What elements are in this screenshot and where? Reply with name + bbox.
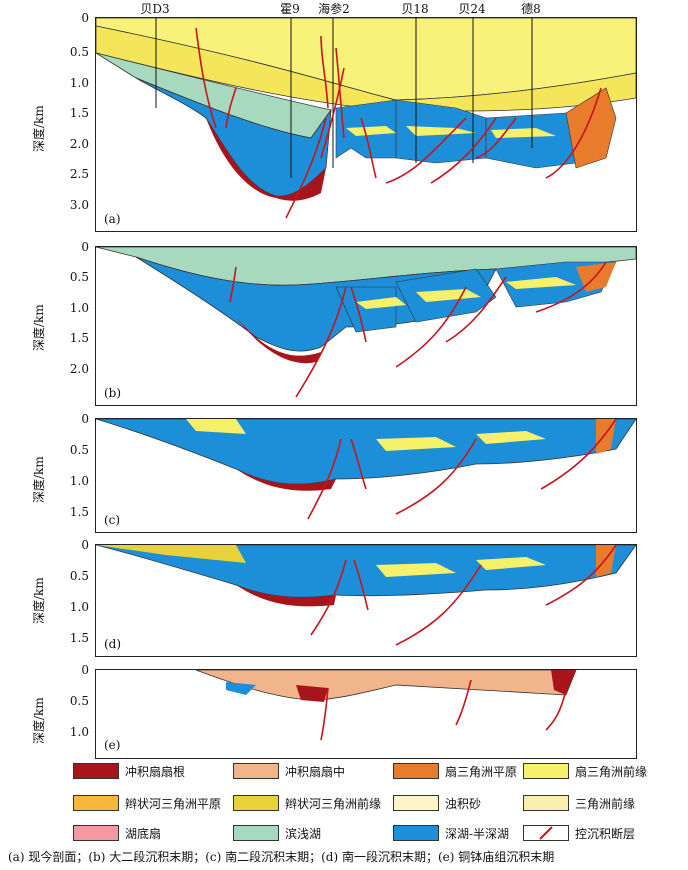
legend-label: 控沉积断层 <box>575 826 636 841</box>
well-label-de-8: 德8 <box>521 2 541 16</box>
legend-swatch <box>233 825 279 841</box>
panel-label-c: (c) <box>104 513 121 527</box>
tick: 0.5 <box>69 569 89 583</box>
tick: 0.5 <box>69 694 89 708</box>
y-axis-e: 0 0.5 1.0 深度/km <box>0 664 95 749</box>
tick: 0 <box>81 663 89 677</box>
legend-swatch <box>523 763 569 779</box>
legend-item: 辫状河三角洲前缘 <box>233 794 381 812</box>
y-axis-a: 0 0.5 1.0 1.5 2.0 2.5 3.0 深度/km <box>0 12 95 232</box>
tick: 1.0 <box>69 76 89 90</box>
legend-item: 滨浅湖 <box>233 824 321 842</box>
legend-item: 三角洲前缘 <box>523 794 635 812</box>
section-panel-c: (c) <box>95 418 637 533</box>
tick: 1.0 <box>69 600 89 614</box>
legend-item: 浊积砂 <box>393 794 481 812</box>
tick: 1.5 <box>69 331 89 345</box>
legend-item: 控沉积断层 <box>523 824 635 842</box>
tick: 0 <box>81 11 89 25</box>
legend-swatch <box>73 763 119 779</box>
tick: 1.0 <box>69 725 89 739</box>
tick: 0 <box>81 538 89 552</box>
y-axis-label: 深度/km <box>32 456 46 503</box>
legend-label: 辫状河三角洲前缘 <box>285 796 382 811</box>
tick: 2.5 <box>69 167 89 181</box>
legend-label: 浊积砂 <box>445 796 482 811</box>
legend-swatch <box>73 795 119 811</box>
y-axis-c: 0 0.5 1.0 1.5 深度/km <box>0 413 95 533</box>
tick: 2.0 <box>69 137 89 151</box>
legend-swatch <box>393 763 439 779</box>
tick: 1.5 <box>69 631 89 645</box>
tick: 1.0 <box>69 474 89 488</box>
legend-label: 三角洲前缘 <box>575 796 636 811</box>
legend-swatch <box>393 795 439 811</box>
tick: 0 <box>81 240 89 254</box>
legend-item: 深湖-半深湖 <box>393 824 509 842</box>
legend-item: 扇三角洲前缘 <box>523 762 647 780</box>
panel-label-e: (e) <box>104 738 121 752</box>
tick: 0.5 <box>69 45 89 59</box>
fault-line-icon <box>523 825 569 841</box>
tick: 3.0 <box>69 198 89 212</box>
section-panel-d: (d) <box>95 544 637 657</box>
legend-label: 滨浅湖 <box>285 826 322 841</box>
legend-item: 冲积扇扇中 <box>233 762 345 780</box>
tick: 0 <box>81 412 89 426</box>
well-label-haishen-2: 海参2 <box>318 2 350 16</box>
legend-label: 湖底扇 <box>125 826 162 841</box>
tick: 0.5 <box>69 443 89 457</box>
y-axis-d: 0 0.5 1.0 1.5 深度/km <box>0 539 95 649</box>
legend-swatch <box>523 795 569 811</box>
legend-label: 扇三角洲前缘 <box>575 764 648 779</box>
y-axis-label: 深度/km <box>32 697 46 744</box>
section-panel-b: (b) <box>95 246 637 406</box>
y-axis-label: 深度/km <box>32 577 46 624</box>
legend-label: 冲积扇扇中 <box>285 764 346 779</box>
tick: 1.0 <box>69 301 89 315</box>
tick: 2.0 <box>69 362 89 376</box>
legend-item: 辫状河三角洲平原 <box>73 794 221 812</box>
tick: 0.5 <box>69 270 89 284</box>
panel-label-a: (a) <box>104 212 121 226</box>
tick: 1.5 <box>69 106 89 120</box>
well-label-huo-9: 霍9 <box>280 2 300 16</box>
y-axis-label: 深度/km <box>32 304 46 351</box>
figure-caption: (a) 现今剖面；(b) 大二段沉积末期；(c) 南二段沉积末期；(d) 南一段… <box>8 850 555 864</box>
legend-label: 扇三角洲平原 <box>445 764 518 779</box>
y-axis-b: 0 0.5 1.0 1.5 2.0 深度/km <box>0 241 95 401</box>
legend-item: 扇三角洲平原 <box>393 762 517 780</box>
legend-item: 冲积扇扇根 <box>73 762 185 780</box>
legend-label: 深湖-半深湖 <box>445 826 510 841</box>
legend-label: 辫状河三角洲平原 <box>125 796 222 811</box>
well-label-bei-d3: 贝D3 <box>140 2 170 16</box>
well-label-bei-24: 贝24 <box>458 2 486 16</box>
legend-swatch <box>233 795 279 811</box>
y-axis-label: 深度/km <box>32 105 46 152</box>
well-label-bei-18: 贝18 <box>401 2 429 16</box>
legend: 冲积扇扇根 冲积扇扇中 扇三角洲平原 扇三角洲前缘 辫状河三角洲平原 辫状河三角… <box>73 762 673 844</box>
panel-label-b: (b) <box>104 386 122 400</box>
section-panel-a: (a) <box>95 17 637 232</box>
section-panel-e: (e) <box>95 669 637 759</box>
legend-swatch <box>393 825 439 841</box>
tick: 1.5 <box>69 505 89 519</box>
panel-label-d: (d) <box>104 637 122 651</box>
legend-label: 冲积扇扇根 <box>125 764 186 779</box>
legend-swatch <box>233 763 279 779</box>
legend-item: 湖底扇 <box>73 824 161 842</box>
legend-swatch <box>73 825 119 841</box>
